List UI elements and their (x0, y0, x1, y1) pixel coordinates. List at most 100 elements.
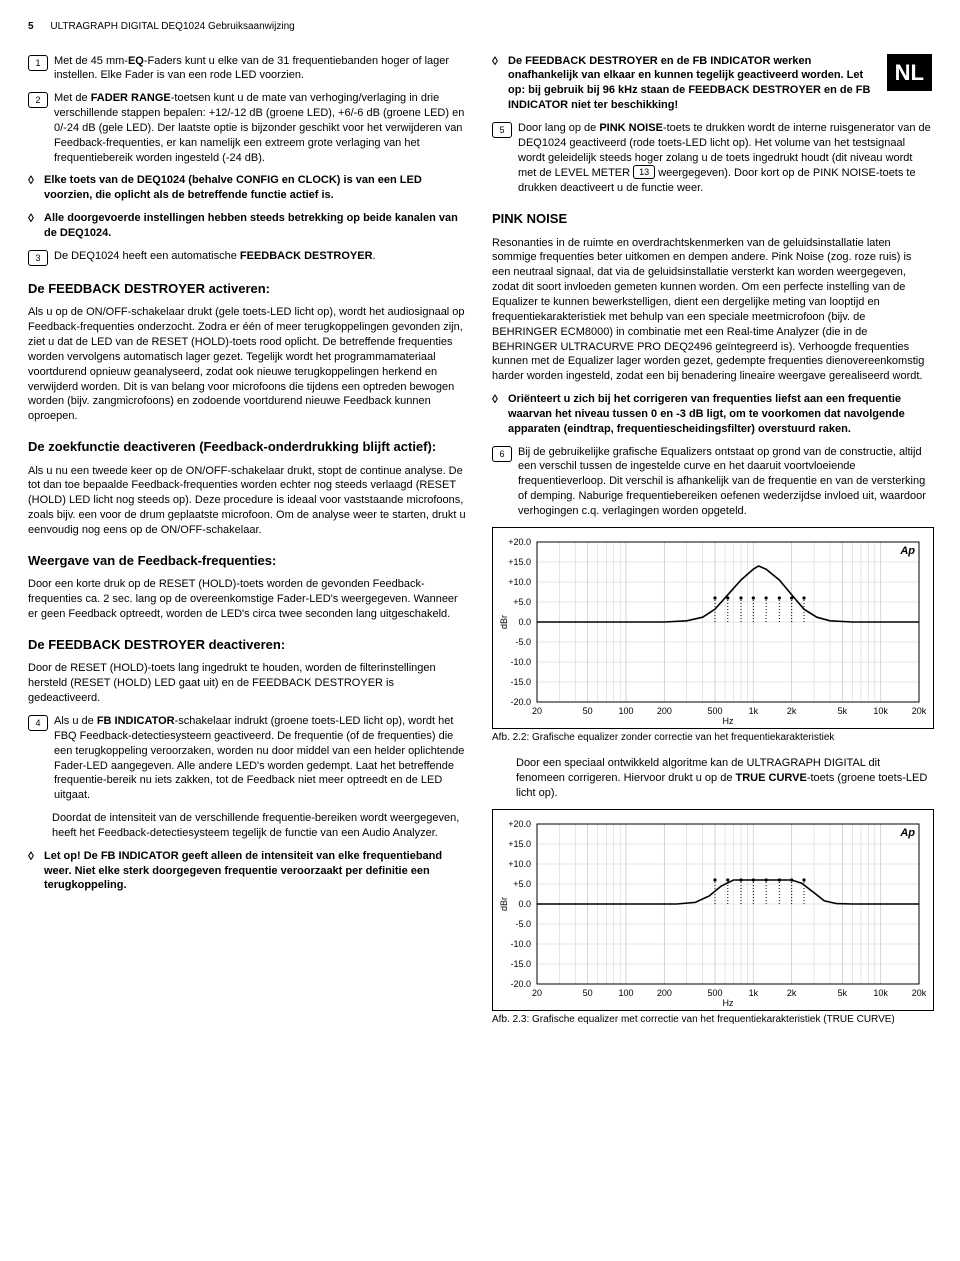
chart-caption: Afb. 2.2: Grafische equalizer zonder cor… (492, 731, 932, 745)
note-text: Elke toets van de DEQ1024 (behalve CONFI… (44, 173, 468, 203)
svg-text:+10.0: +10.0 (508, 859, 531, 869)
item-text: Met de FADER RANGE-toetsen kunt u de mat… (54, 91, 468, 165)
marker-1: 1 (28, 55, 48, 71)
equalizer-chart-2: -20.0 -15.0 -10.0 -5.0 0.0 +5.0 +10.0 +15.0 +20.… (492, 809, 934, 1011)
body-text: Als u op de ON/OFF-schakelaar drukt (gel… (28, 305, 468, 424)
body-text: Door een korte druk op de RESET (HOLD)-t… (28, 577, 468, 622)
svg-text:+15.0: +15.0 (508, 839, 531, 849)
numbered-item: 2 Met de FADER RANGE-toetsen kunt u de m… (28, 91, 468, 165)
svg-text:Hz: Hz (723, 998, 734, 1008)
svg-text:200: 200 (657, 988, 672, 998)
note-item: ◊ Let op! De FB INDICATOR geeft alleen d… (28, 849, 468, 894)
svg-text:500: 500 (707, 988, 722, 998)
svg-text:20: 20 (532, 706, 542, 716)
svg-text:5k: 5k (838, 706, 848, 716)
svg-text:-10.0: -10.0 (510, 939, 531, 949)
svg-text:10k: 10k (873, 988, 888, 998)
numbered-item: 3 De DEQ1024 heeft een automatische FEED… (28, 249, 468, 266)
diamond-icon: ◊ (28, 850, 44, 894)
svg-text:Hz: Hz (723, 716, 734, 726)
right-column: NL ◊ De FEEDBACK DESTROYER en de FB INDI… (492, 54, 932, 1039)
doc-title: ULTRAGRAPH DIGITAL DEQ1024 Gebruiksaanwi… (50, 21, 294, 32)
svg-text:-5.0: -5.0 (515, 919, 531, 929)
section-heading: De FEEDBACK DESTROYER activeren: (28, 280, 468, 298)
svg-text:1k: 1k (749, 706, 759, 716)
svg-text:-20.0: -20.0 (510, 697, 531, 707)
note-item: ◊ De FEEDBACK DESTROYER en de FB INDICAT… (492, 54, 877, 113)
svg-text:+5.0: +5.0 (513, 879, 531, 889)
svg-text:50: 50 (583, 706, 593, 716)
chart-caption: Afb. 2.3: Grafische equalizer met correc… (492, 1013, 932, 1027)
svg-text:0.0: 0.0 (518, 899, 531, 909)
note-item: ◊ Oriënteert u zich bij het corrigeren v… (492, 392, 932, 437)
marker-6: 6 (492, 446, 512, 462)
svg-text:50: 50 (583, 988, 593, 998)
diamond-icon: ◊ (492, 393, 508, 437)
svg-text:10k: 10k (873, 706, 888, 716)
svg-text:5k: 5k (838, 988, 848, 998)
svg-text:+10.0: +10.0 (508, 577, 531, 587)
svg-text:500: 500 (707, 706, 722, 716)
svg-text:Ap: Ap (899, 545, 915, 557)
numbered-item: 1 Met de 45 mm-EQ-Faders kunt u elke van… (28, 54, 468, 84)
body-text: Doordat de intensiteit van de verschille… (52, 811, 468, 841)
svg-text:0.0: 0.0 (518, 617, 531, 627)
svg-text:-15.0: -15.0 (510, 959, 531, 969)
svg-text:+15.0: +15.0 (508, 557, 531, 567)
body-text: Resonanties in de ruimte en overdrachtsk… (492, 236, 932, 384)
numbered-item: 4 Als u de FB INDICATOR-schakelaar indru… (28, 714, 468, 803)
section-heading: Weergave van de Feedback-frequenties: (28, 552, 468, 570)
page-number: 5 (28, 21, 34, 32)
section-heading: De zoekfunctie deactiveren (Feedback-ond… (28, 438, 468, 456)
item-text: De DEQ1024 heeft een automatische FEEDBA… (54, 249, 468, 266)
section-heading: PINK NOISE (492, 210, 932, 228)
svg-text:-10.0: -10.0 (510, 657, 531, 667)
language-badge: NL (887, 54, 932, 92)
note-text: Oriënteert u zich bij het corrigeren van… (508, 392, 932, 437)
left-column: 1 Met de 45 mm-EQ-Faders kunt u elke van… (28, 54, 468, 1039)
svg-text:1k: 1k (749, 988, 759, 998)
svg-text:-20.0: -20.0 (510, 979, 531, 989)
svg-text:20: 20 (532, 988, 542, 998)
note-item: ◊ Alle doorgevoerde instellingen hebben … (28, 211, 468, 241)
svg-text:+20.0: +20.0 (508, 819, 531, 829)
svg-text:2k: 2k (787, 988, 797, 998)
item-text: Door lang op de PINK NOISE-toets te druk… (518, 121, 932, 196)
svg-text:20k: 20k (912, 706, 927, 716)
marker-2: 2 (28, 92, 48, 108)
note-text: Let op! De FB INDICATOR geeft alleen de … (44, 849, 468, 894)
svg-text:2k: 2k (787, 706, 797, 716)
svg-text:20k: 20k (912, 988, 927, 998)
marker-3: 3 (28, 250, 48, 266)
note-item: ◊ Elke toets van de DEQ1024 (behalve CON… (28, 173, 468, 203)
svg-text:+20.0: +20.0 (508, 537, 531, 547)
inline-marker-13: 13 (633, 165, 655, 179)
body-text: Door een speciaal ontwikkeld algoritme k… (516, 756, 932, 801)
page-header: 5 ULTRAGRAPH DIGITAL DEQ1024 Gebruiksaan… (28, 20, 932, 34)
section-heading: De FEEDBACK DESTROYER deactiveren: (28, 636, 468, 654)
item-text: Met de 45 mm-EQ-Faders kunt u elke van d… (54, 54, 468, 84)
svg-text:100: 100 (618, 988, 633, 998)
svg-text:200: 200 (657, 706, 672, 716)
body-text: Door de RESET (HOLD)-toets lang ingedruk… (28, 661, 468, 706)
svg-text:100: 100 (618, 706, 633, 716)
svg-text:dBr: dBr (499, 897, 509, 911)
note-text: Alle doorgevoerde instellingen hebben st… (44, 211, 468, 241)
diamond-icon: ◊ (28, 174, 44, 203)
svg-text:-15.0: -15.0 (510, 677, 531, 687)
svg-text:Ap: Ap (899, 827, 915, 839)
equalizer-chart-1: -20.0 -15.0 -10.0 -5.0 0.0 +5.0 +10.0 +15.0 +20.… (492, 527, 934, 729)
diamond-icon: ◊ (492, 55, 508, 113)
item-text: Bij de gebruikelijke grafische Equalizer… (518, 445, 932, 519)
svg-text:-5.0: -5.0 (515, 637, 531, 647)
item-text: Als u de FB INDICATOR-schakelaar indrukt… (54, 714, 468, 803)
marker-5: 5 (492, 122, 512, 138)
numbered-item: 5 Door lang op de PINK NOISE-toets te dr… (492, 121, 932, 196)
numbered-item: 6 Bij de gebruikelijke grafische Equaliz… (492, 445, 932, 519)
diamond-icon: ◊ (28, 212, 44, 241)
body-text: Als u nu een tweede keer op de ON/OFF-sc… (28, 464, 468, 538)
note-text: De FEEDBACK DESTROYER en de FB INDICATOR… (508, 54, 877, 113)
marker-4: 4 (28, 715, 48, 731)
svg-text:+5.0: +5.0 (513, 597, 531, 607)
svg-text:dBr: dBr (499, 615, 509, 629)
